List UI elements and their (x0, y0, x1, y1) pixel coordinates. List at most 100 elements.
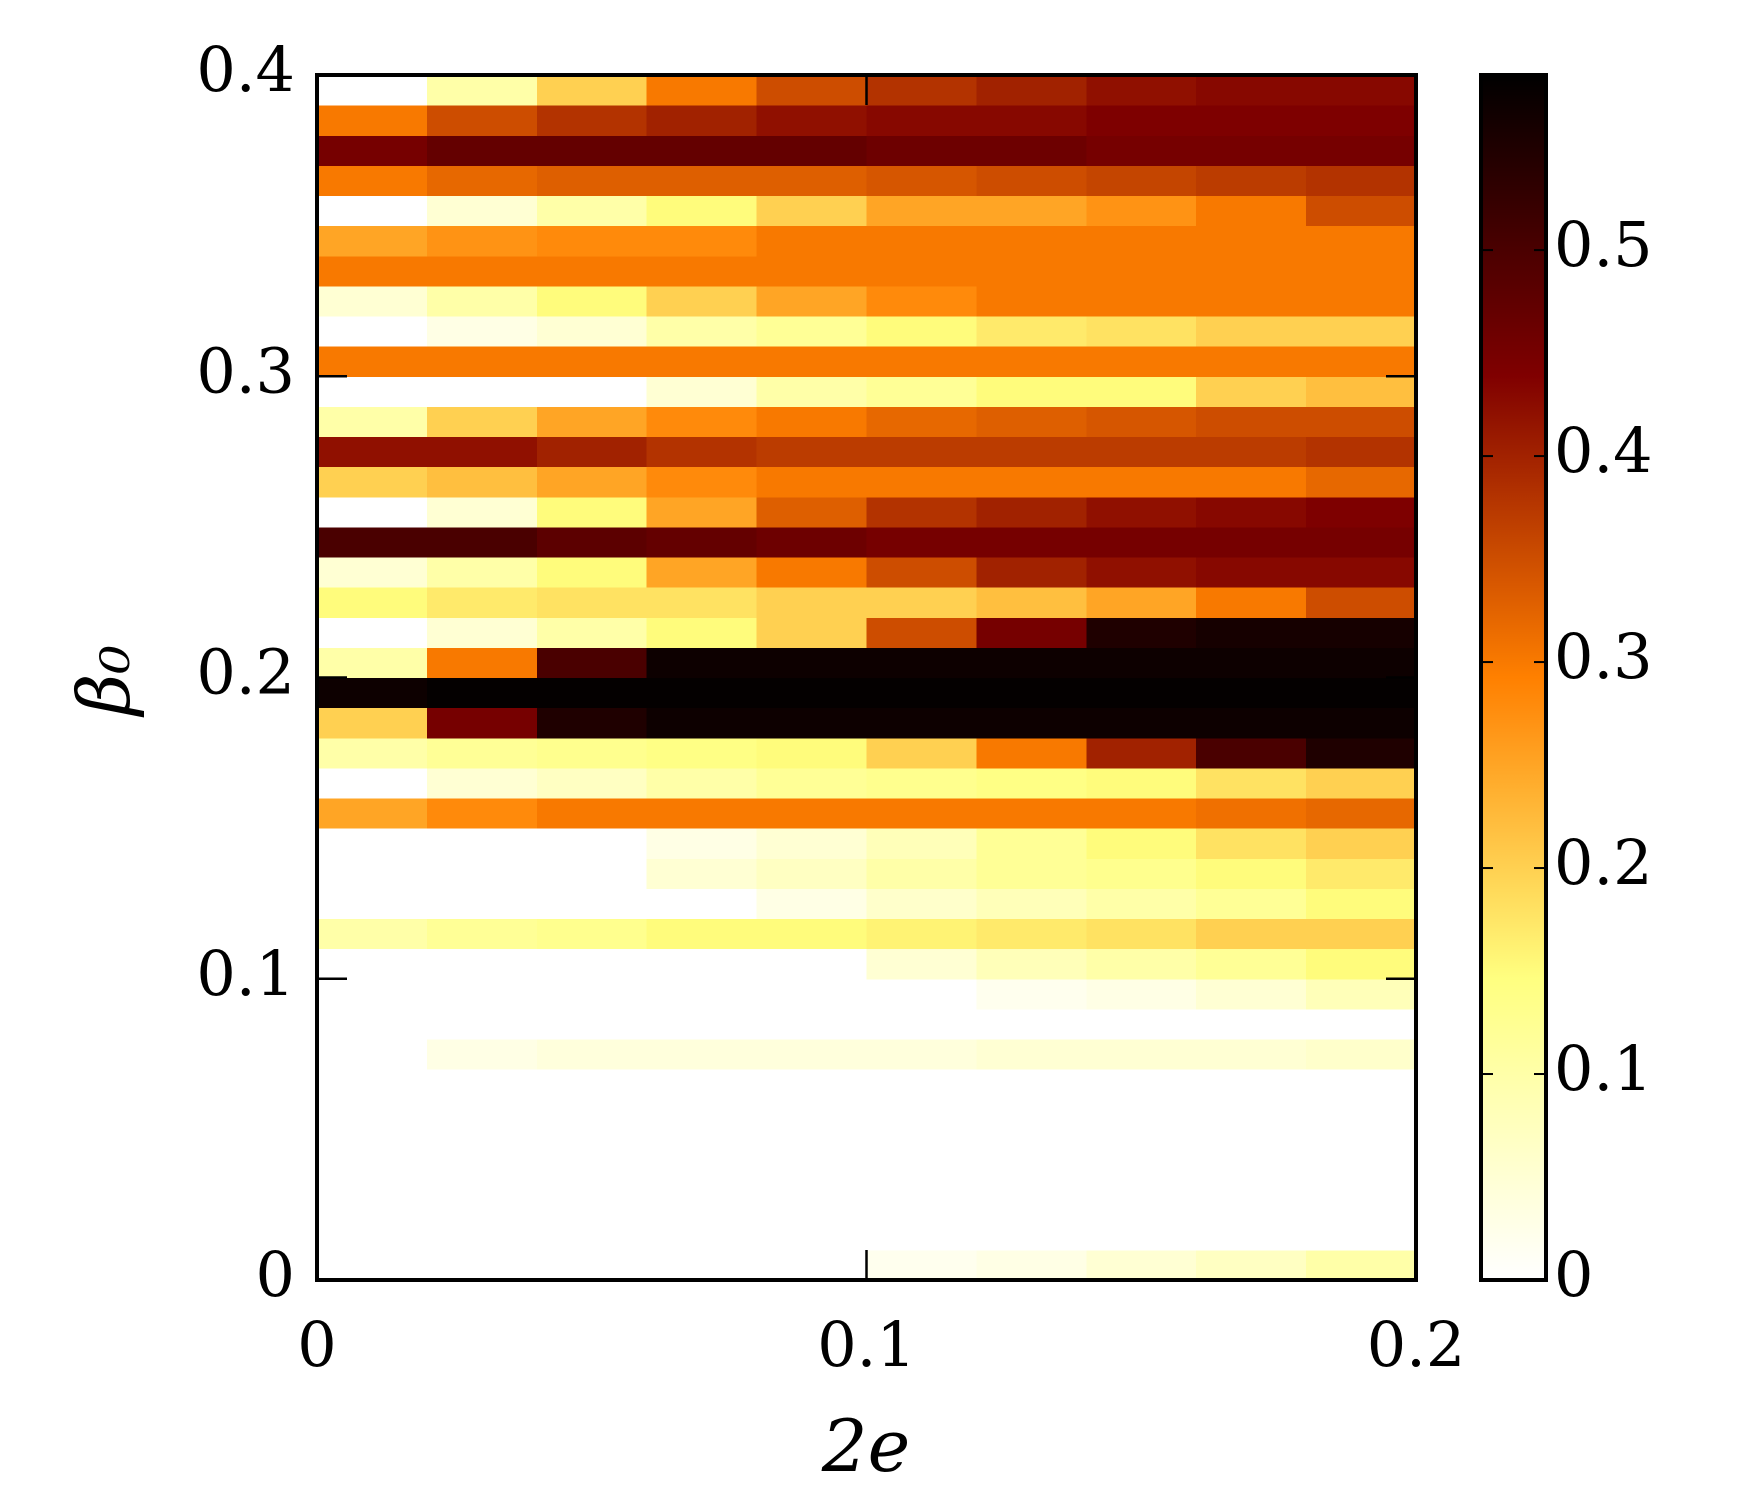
heatmap-cell (756, 1219, 867, 1251)
heatmap-cell (646, 406, 758, 437)
heatmap-cell (1086, 346, 1197, 377)
heatmap-cell (976, 828, 1087, 859)
heatmap-cell (317, 316, 428, 347)
heatmap-cell (976, 1189, 1087, 1221)
heatmap-cell (1196, 285, 1307, 317)
heatmap-cell (1086, 1249, 1197, 1281)
heatmap-cell (317, 135, 428, 166)
heatmap-cell (646, 918, 758, 950)
heatmap-cell (756, 376, 867, 407)
heatmap-cell (646, 767, 758, 799)
heatmap-cell (756, 1039, 867, 1070)
heatmap-cell (317, 858, 428, 889)
heatmap-cell (536, 285, 648, 317)
heatmap-cell (1086, 948, 1197, 980)
heatmap-cell (646, 316, 758, 347)
heatmap-cell (317, 406, 428, 437)
heatmap-cell (976, 918, 1087, 950)
heatmap-cell (536, 1159, 648, 1191)
heatmap-cell (1196, 978, 1307, 1010)
heatmap-cell (976, 948, 1087, 980)
heatmap-cell (317, 105, 428, 136)
heatmap-cell (976, 406, 1087, 437)
heatmap-cell (426, 948, 538, 980)
heatmap-cell (426, 587, 538, 618)
heatmap-cell (1086, 767, 1197, 799)
heatmap-cell (426, 888, 538, 919)
heatmap-cell (976, 496, 1087, 528)
heatmap-cell (1306, 587, 1417, 618)
heatmap-cell (1196, 888, 1307, 919)
heatmap-cell (756, 406, 867, 437)
heatmap-cell (756, 918, 867, 950)
heatmap-cell (426, 737, 538, 769)
heatmap-cell (1086, 165, 1197, 196)
heatmap-cell (976, 466, 1087, 498)
heatmap-cell (1306, 1129, 1417, 1160)
heatmap-cell (1196, 526, 1307, 558)
heatmap-cell (426, 436, 538, 468)
heatmap-cell (1086, 1189, 1197, 1221)
heatmap-cell (866, 255, 977, 287)
heatmap-cell (866, 376, 977, 407)
y-tick-label: 0.4 (196, 33, 295, 106)
heatmap-cell (866, 105, 977, 136)
heatmap-cell (1196, 677, 1307, 709)
heatmap-cell (426, 135, 538, 166)
heatmap-cell (1306, 858, 1417, 889)
heatmap-cell (866, 496, 977, 528)
heatmap-cell (646, 1159, 758, 1191)
heatmap-cell (536, 436, 648, 468)
heatmap-cell (536, 918, 648, 950)
heatmap-cell (976, 285, 1087, 317)
heatmap-cell (317, 526, 428, 558)
heatmap-cell (646, 285, 758, 317)
heatmap-cell (866, 737, 977, 769)
heatmap-cell (1086, 587, 1197, 618)
heatmap-cell (1086, 707, 1197, 739)
heatmap-cell (317, 496, 428, 528)
heatmap-cell (1086, 135, 1197, 166)
heatmap-cell (646, 195, 758, 227)
heatmap-cell (536, 135, 648, 166)
heatmap-cell (646, 1249, 758, 1281)
heatmap-cell (1306, 496, 1417, 528)
heatmap-cell (426, 285, 538, 317)
heatmap-cell (426, 858, 538, 889)
heatmap-cell (317, 737, 428, 769)
heatmap-cell (866, 557, 977, 588)
colorbar (1479, 73, 1548, 1282)
heatmap-cell (317, 767, 428, 799)
heatmap-cell (1086, 1039, 1197, 1070)
heatmap-cell (646, 1189, 758, 1221)
heatmap-cell (317, 285, 428, 317)
heatmap-cell (1306, 165, 1417, 196)
heatmap-cell (756, 707, 867, 739)
heatmap-cell (317, 466, 428, 498)
heatmap-cell (646, 677, 758, 709)
heatmap-cell (866, 165, 977, 196)
heatmap-cell (1086, 316, 1197, 347)
heatmap-cell (317, 225, 428, 257)
x-axis-label: 2e (821, 1404, 910, 1488)
heatmap-cell (317, 255, 428, 287)
heatmap-cell (1086, 1069, 1197, 1100)
heatmap-cell (976, 105, 1087, 136)
heatmap-cell (646, 75, 758, 106)
heatmap-cell (866, 135, 977, 166)
heatmap-cell (646, 105, 758, 136)
heatmap-cell (1196, 436, 1307, 468)
heatmap-cell (317, 647, 428, 678)
heatmap-cell (317, 1189, 428, 1221)
heatmap-cell (1086, 1219, 1197, 1251)
heatmap-cell (426, 1249, 538, 1281)
heatmap-cell (1306, 1159, 1417, 1191)
heatmap-cell (976, 707, 1087, 739)
heatmap-cell (1196, 617, 1307, 648)
heatmap-cell (976, 526, 1087, 558)
heatmap-cell (1306, 225, 1417, 257)
heatmap-cell (1196, 1219, 1307, 1251)
heatmap-cell (756, 135, 867, 166)
heatmap-cell (536, 406, 648, 437)
heatmap-cell (756, 496, 867, 528)
